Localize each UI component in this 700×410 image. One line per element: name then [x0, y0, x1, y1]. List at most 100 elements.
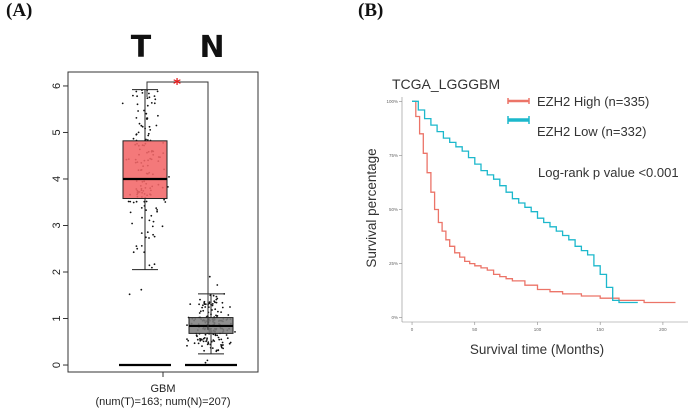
- data-point: [148, 219, 151, 222]
- km-y-tick-label: 0%: [391, 315, 398, 320]
- data-point: [202, 340, 205, 343]
- data-point: [222, 347, 225, 350]
- boxes: [119, 89, 237, 367]
- data-point: [218, 338, 221, 341]
- data-point: [202, 337, 205, 340]
- data-point: [221, 341, 224, 344]
- data-point: [193, 342, 196, 345]
- km-ticks: 0 50 100 150 200 0% 25% 50% 75% 100%: [386, 99, 667, 332]
- data-point: [220, 338, 223, 341]
- data-point: [215, 350, 218, 353]
- y-tick-label: 3: [51, 222, 63, 228]
- data-point: [127, 200, 130, 203]
- data-point: [217, 336, 220, 339]
- data-point: [186, 344, 188, 347]
- data-point: [155, 207, 158, 210]
- data-point: [204, 306, 207, 308]
- data-point: [152, 220, 155, 223]
- data-point: [187, 339, 190, 342]
- data-point: [135, 133, 138, 136]
- data-point: [229, 306, 231, 308]
- data-point: [216, 315, 219, 317]
- group-label-n: N: [199, 30, 224, 65]
- data-point: [135, 117, 138, 119]
- km-legend: EZH2 High (n=335) EZH2 Low (n=332): [507, 94, 649, 139]
- data-point: [208, 275, 211, 278]
- data-point: [153, 102, 156, 105]
- data-point: [153, 263, 156, 266]
- boxplot-panel: T N 0 1 2 3 4 5 6 * GBM (num(T)=163; num(N)=20…: [51, 30, 259, 408]
- data-point: [145, 112, 148, 115]
- data-point: [149, 129, 152, 131]
- data-point: [141, 92, 144, 94]
- y-tick-label: 6: [51, 83, 63, 89]
- km-x-tick-label: 50: [472, 327, 478, 332]
- box-t: [122, 140, 168, 200]
- km-x-tick-label: 0: [411, 327, 414, 332]
- data-point: [211, 303, 214, 305]
- data-point: [198, 338, 201, 340]
- km-title: TCGA_LGGGBM: [392, 76, 500, 92]
- data-point: [148, 96, 151, 99]
- data-point: [136, 103, 139, 106]
- y-tick-label: 0: [51, 362, 63, 368]
- data-point: [140, 232, 143, 235]
- data-point: [132, 94, 134, 97]
- data-point: [135, 90, 138, 93]
- km-y-tick-label: 100%: [386, 99, 398, 104]
- data-point: [121, 102, 124, 105]
- data-point: [151, 266, 153, 269]
- group-label-t: T: [131, 30, 152, 65]
- sample-count-label: (num(T)=163; num(N)=207): [95, 396, 230, 408]
- data-point: [202, 309, 205, 312]
- data-point: [168, 176, 170, 178]
- data-point: [202, 304, 204, 307]
- data-point: [189, 303, 192, 305]
- data-point: [132, 251, 135, 254]
- data-point: [234, 331, 236, 333]
- data-point: [198, 303, 201, 306]
- data-point: [138, 122, 141, 125]
- km-curves: [412, 100, 676, 304]
- data-point: [221, 306, 224, 309]
- data-point: [213, 340, 216, 342]
- significance-star: *: [173, 75, 181, 93]
- data-point: [147, 132, 150, 135]
- data-point: [129, 211, 132, 214]
- y-tick-label: 5: [51, 129, 63, 135]
- data-point: [186, 338, 188, 340]
- data-point: [141, 125, 144, 128]
- legend-label-low: EZH2 Low (n=332): [537, 124, 646, 139]
- data-point: [147, 134, 150, 137]
- data-point: [207, 341, 210, 344]
- data-point: [204, 361, 207, 364]
- data-point: [206, 359, 209, 362]
- data-point: [136, 95, 139, 98]
- data-point: [131, 222, 134, 225]
- data-point: [140, 288, 143, 291]
- x-category-label: GBM: [150, 383, 175, 395]
- data-point: [140, 124, 143, 127]
- km-y-tick-label: 50%: [389, 207, 398, 212]
- significance-bracket: [146, 81, 209, 330]
- data-point: [203, 300, 206, 303]
- data-point: [225, 334, 228, 336]
- legend-label-high: EZH2 High (n=335): [537, 94, 649, 109]
- data-point: [204, 333, 207, 336]
- data-point: [206, 343, 209, 346]
- data-point: [215, 314, 217, 317]
- data-point: [228, 342, 231, 345]
- data-point: [216, 334, 219, 337]
- km-y-tick-label: 25%: [389, 261, 398, 266]
- data-point: [217, 349, 220, 351]
- data-point: [229, 341, 232, 344]
- data-point: [214, 308, 217, 311]
- data-point: [132, 201, 135, 204]
- km-x-label: Survival time (Months): [470, 342, 604, 357]
- data-point: [146, 104, 149, 107]
- data-point: [153, 235, 156, 238]
- data-point: [199, 310, 202, 313]
- data-point: [148, 125, 151, 128]
- boxplot-y-axis: 0 1 2 3 4 5 6: [51, 83, 68, 368]
